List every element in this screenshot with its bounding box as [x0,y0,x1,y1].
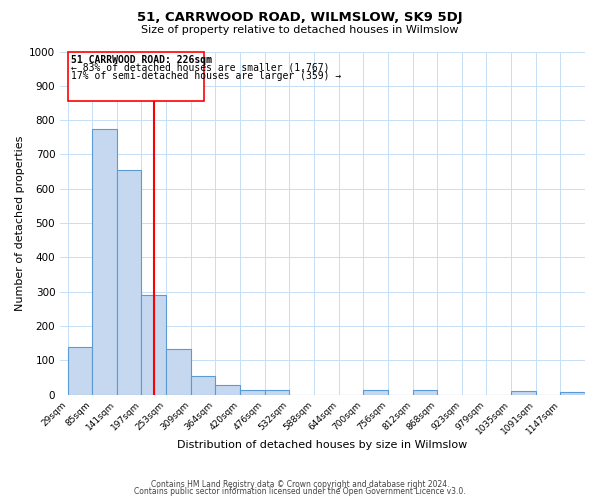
Text: 51, CARRWOOD ROAD, WILMSLOW, SK9 5DJ: 51, CARRWOOD ROAD, WILMSLOW, SK9 5DJ [137,11,463,24]
Bar [363,390,388,395]
Text: 51 CARRWOOD ROAD: 226sqm: 51 CARRWOOD ROAD: 226sqm [71,55,212,65]
Bar [92,128,117,395]
Bar [117,170,142,395]
Text: Contains HM Land Registry data © Crown copyright and database right 2024.: Contains HM Land Registry data © Crown c… [151,480,449,489]
Bar [413,390,437,395]
Bar [142,296,166,395]
Bar [240,390,265,395]
Text: Contains public sector information licensed under the Open Government Licence v3: Contains public sector information licen… [134,488,466,496]
Bar [191,376,215,395]
Bar [215,385,240,395]
Text: Size of property relative to detached houses in Wilmslow: Size of property relative to detached ho… [141,25,459,35]
Bar [265,390,289,395]
Y-axis label: Number of detached properties: Number of detached properties [15,136,25,311]
FancyBboxPatch shape [68,52,205,102]
Text: ← 83% of detached houses are smaller (1,767): ← 83% of detached houses are smaller (1,… [71,63,329,73]
Text: 17% of semi-detached houses are larger (359) →: 17% of semi-detached houses are larger (… [71,70,341,81]
Bar [511,390,536,395]
X-axis label: Distribution of detached houses by size in Wilmslow: Distribution of detached houses by size … [178,440,468,450]
Bar [166,349,191,395]
Bar [68,347,92,395]
Bar [560,392,585,395]
